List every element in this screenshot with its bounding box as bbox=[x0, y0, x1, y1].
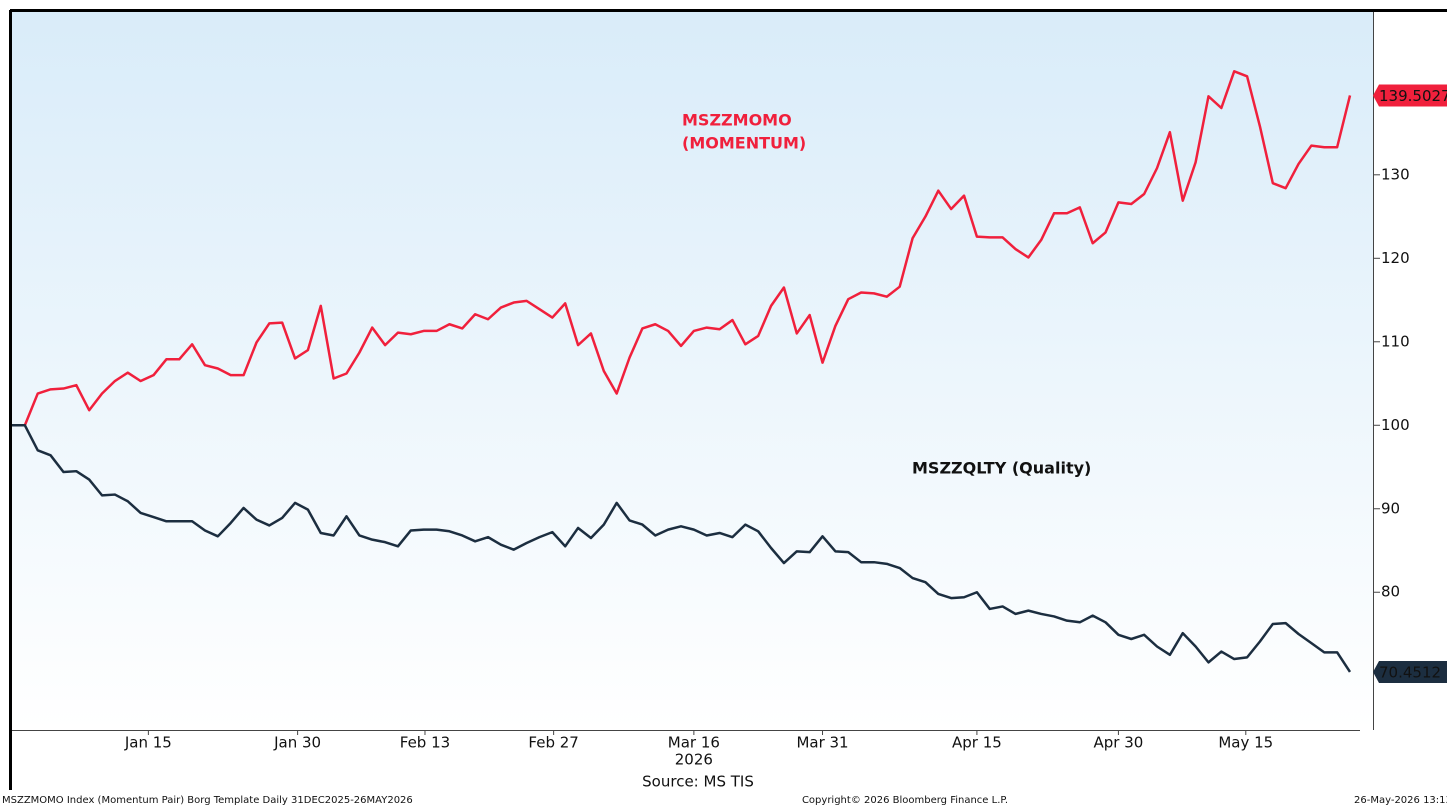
annotation: MSZZQLTY (Quality) bbox=[912, 459, 1091, 478]
y-tick-label: 130 bbox=[1381, 165, 1410, 183]
x-tick-label: Mar 31 bbox=[796, 734, 848, 752]
last-value-label: 70.4512 bbox=[1379, 663, 1441, 681]
annotation: MSZZMOMO bbox=[682, 111, 792, 130]
footer-left: MSZZMOMO Index (Momentum Pair) Borg Temp… bbox=[2, 795, 413, 806]
x-tick-label: Apr 30 bbox=[1094, 734, 1144, 752]
y-tick-label: 110 bbox=[1381, 332, 1410, 350]
x-tick-label: Apr 15 bbox=[952, 734, 1002, 752]
footer-right: 26-May-2026 13:13:39 bbox=[1354, 795, 1447, 806]
last-value-label: 139.5027 bbox=[1379, 87, 1447, 105]
x-tick-label: Feb 27 bbox=[528, 734, 578, 752]
series-line bbox=[12, 424, 1352, 673]
x-tick-label: Mar 16 bbox=[668, 734, 720, 752]
annotation: (MOMENTUM) bbox=[682, 134, 806, 153]
plot-background bbox=[12, 12, 1373, 730]
last-value-tag bbox=[1373, 84, 1447, 107]
y-tick-label: 100 bbox=[1381, 416, 1410, 434]
y-tick-label: 90 bbox=[1381, 499, 1400, 517]
x-tick-label: Jan 30 bbox=[273, 734, 321, 752]
source: Source: MS TIS bbox=[642, 773, 754, 791]
footer-center: Copyright© 2026 Bloomberg Finance L.P. bbox=[802, 795, 1008, 806]
x-tick-label: Feb 13 bbox=[400, 734, 450, 752]
x-tick-label: May 15 bbox=[1218, 734, 1273, 752]
x-tick-label: Jan 15 bbox=[124, 734, 172, 752]
last-value-tag bbox=[1373, 660, 1447, 683]
y-tick-label: 120 bbox=[1381, 249, 1410, 267]
x-year-label: 2026 bbox=[675, 751, 713, 769]
y-tick-label: 80 bbox=[1381, 583, 1400, 601]
chart-layer: 80 90 100 110 120 130 Jan 15 Jan 30 Feb 13 Feb 27… bbox=[12, 70, 1447, 769]
series-line bbox=[12, 70, 1352, 427]
